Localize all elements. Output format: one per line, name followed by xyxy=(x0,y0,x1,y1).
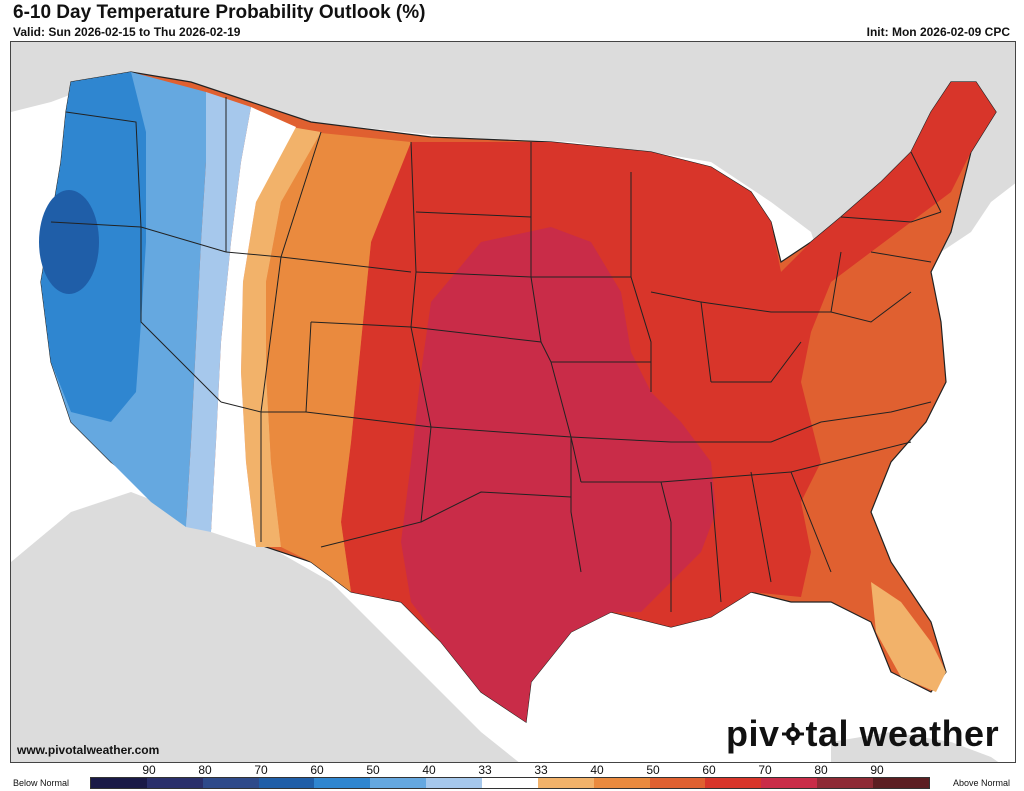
pivotal-weather-logo: piv tal weather xyxy=(726,713,999,755)
logo-text-left: piv xyxy=(726,713,780,754)
legend-label: 33 xyxy=(534,763,548,777)
below-60-region xyxy=(39,190,99,294)
legend-swatch xyxy=(146,778,203,788)
legend-swatch xyxy=(314,778,371,788)
legend-color-bar xyxy=(90,777,930,789)
state-boundaries xyxy=(50,97,942,612)
legend-label: 40 xyxy=(422,763,436,777)
outlook-map-canvas xyxy=(11,42,1015,762)
valid-period: Valid: Sun 2026-02-15 to Thu 2026-02-19 xyxy=(13,25,241,39)
baja-land xyxy=(91,512,191,762)
color-legend: 90 80 70 60 50 40 33 33 40 50 60 70 80 9… xyxy=(0,763,1024,791)
legend-swatch xyxy=(482,778,538,788)
legend-label: 33 xyxy=(478,763,492,777)
init-time: Init: Mon 2026-02-09 CPC xyxy=(866,25,1010,39)
legend-swatch xyxy=(91,778,147,788)
near-normal-region xyxy=(211,107,296,547)
legend-label: 80 xyxy=(198,763,212,777)
legend-label: 70 xyxy=(254,763,268,777)
legend-swatch xyxy=(649,778,706,788)
surrounding-land xyxy=(11,42,1015,292)
above-70-region xyxy=(401,227,716,722)
legend-swatch xyxy=(705,778,762,788)
legend-label: 40 xyxy=(590,763,604,777)
legend-label: 70 xyxy=(758,763,772,777)
legend-label: 90 xyxy=(142,763,156,777)
legend-swatch xyxy=(202,778,259,788)
legend-swatch xyxy=(873,778,929,788)
legend-swatch xyxy=(593,778,650,788)
legend-swatch xyxy=(537,778,594,788)
legend-above-label: Above Normal xyxy=(952,778,1010,788)
legend-label: 90 xyxy=(870,763,884,777)
website-url: www.pivotalweather.com xyxy=(17,743,160,757)
legend-swatch xyxy=(370,778,427,788)
legend-label: 50 xyxy=(646,763,660,777)
legend-label: 80 xyxy=(814,763,828,777)
cuba-land xyxy=(831,732,999,762)
below-33-region xyxy=(186,92,251,532)
legend-swatch xyxy=(258,778,315,788)
gear-icon xyxy=(781,723,804,745)
legend-label: 50 xyxy=(366,763,380,777)
legend-below-label: Below Normal xyxy=(13,778,70,788)
page-title: 6-10 Day Temperature Probability Outlook… xyxy=(13,2,426,23)
map-header: 6-10 Day Temperature Probability Outlook… xyxy=(0,0,1024,42)
legend-swatch xyxy=(426,778,483,788)
legend-swatch xyxy=(817,778,874,788)
legend-label: 60 xyxy=(310,763,324,777)
legend-swatch xyxy=(761,778,818,788)
legend-labels: 90 80 70 60 50 40 33 33 40 50 60 70 80 9… xyxy=(0,763,1024,777)
legend-label: 60 xyxy=(702,763,716,777)
above-40-region xyxy=(266,132,411,592)
outlook-map[interactable] xyxy=(10,41,1016,763)
above-33-florida xyxy=(871,582,946,692)
logo-text-right: tal weather xyxy=(805,713,1000,754)
